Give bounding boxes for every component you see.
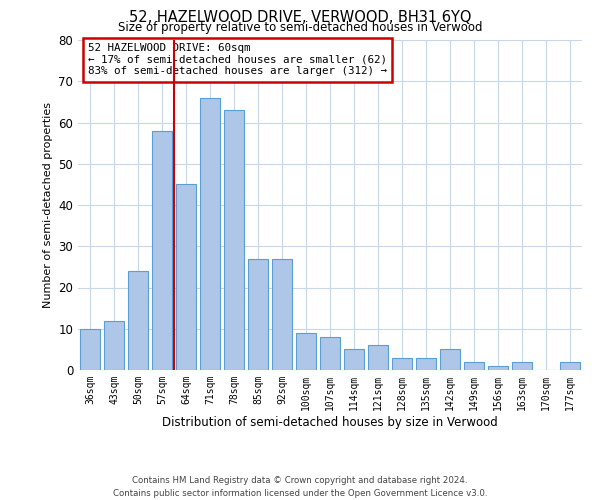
Bar [248, 258, 268, 370]
Bar [512, 362, 532, 370]
Bar [344, 350, 364, 370]
Text: Size of property relative to semi-detached houses in Verwood: Size of property relative to semi-detach… [118, 22, 482, 35]
Bar [296, 333, 316, 370]
Text: 52 HAZELWOOD DRIVE: 60sqm
← 17% of semi-detached houses are smaller (62)
83% of : 52 HAZELWOOD DRIVE: 60sqm ← 17% of semi-… [88, 44, 387, 76]
Bar [488, 366, 508, 370]
Bar [200, 98, 220, 370]
Bar [392, 358, 412, 370]
Bar [104, 320, 124, 370]
Bar [176, 184, 196, 370]
Bar [464, 362, 484, 370]
Bar [560, 362, 580, 370]
Bar [416, 358, 436, 370]
Bar [368, 345, 388, 370]
Bar [272, 258, 292, 370]
Bar [440, 350, 460, 370]
Text: 52, HAZELWOOD DRIVE, VERWOOD, BH31 6YQ: 52, HAZELWOOD DRIVE, VERWOOD, BH31 6YQ [129, 10, 471, 25]
Y-axis label: Number of semi-detached properties: Number of semi-detached properties [43, 102, 53, 308]
Bar [320, 337, 340, 370]
Bar [128, 271, 148, 370]
Bar [224, 110, 244, 370]
Text: Contains HM Land Registry data © Crown copyright and database right 2024.
Contai: Contains HM Land Registry data © Crown c… [113, 476, 487, 498]
Bar [80, 329, 100, 370]
Bar [152, 130, 172, 370]
X-axis label: Distribution of semi-detached houses by size in Verwood: Distribution of semi-detached houses by … [162, 416, 498, 428]
